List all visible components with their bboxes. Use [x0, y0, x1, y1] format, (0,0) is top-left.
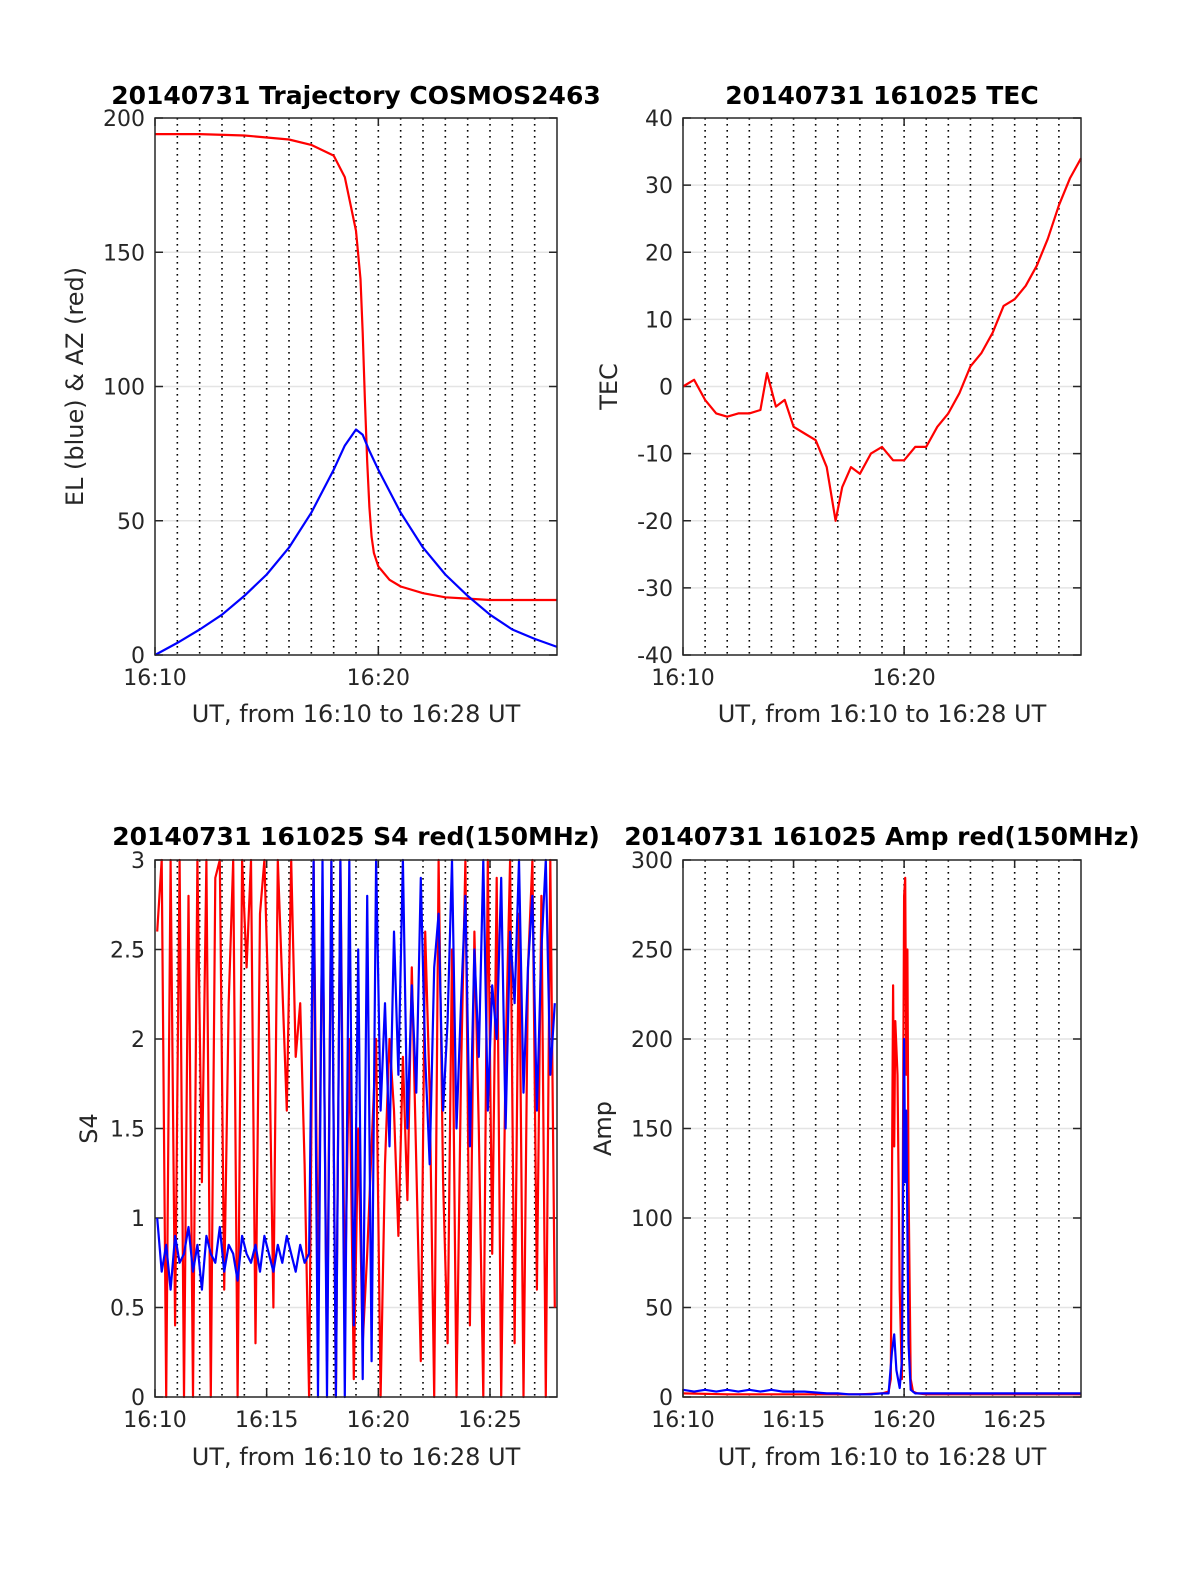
- series-line: [682, 157, 1082, 522]
- s4-y-axis-label: S4: [75, 1113, 103, 1144]
- x-tick-label: 16:20: [872, 666, 935, 691]
- trajectory-title: 20140731 Trajectory COSMOS2463: [111, 81, 601, 110]
- s4-panel: 0 0.5 1 1.5 2 2.5 3 16:10 16:15 16:20 16:25 201407…: [75, 822, 600, 1471]
- x-tick-label: 16:15: [235, 1408, 298, 1433]
- x-tick-label: 16:10: [651, 1408, 714, 1433]
- trajectory-x-axis-label: UT, from 16:10 to 16:28 UT: [192, 700, 521, 728]
- x-tick-label: 16:10: [123, 666, 186, 691]
- y-tick-label: 150: [631, 1118, 673, 1143]
- series-line: [682, 1037, 1081, 1396]
- x-tick-label: 16:10: [651, 666, 714, 691]
- s4-title: 20140731 161025 S4 red(150MHz): [112, 822, 600, 851]
- y-tick-label: 0: [131, 644, 145, 669]
- y-tick-label: -20: [637, 510, 673, 535]
- amp-title: 20140731 161025 Amp red(150MHz): [624, 822, 1140, 851]
- plot-frame: [682, 117, 1082, 656]
- y-tick-label: 0: [131, 1386, 145, 1411]
- y-tick-label: 1: [131, 1207, 145, 1232]
- x-tick-label: 16:20: [347, 1408, 410, 1433]
- y-tick-label: 100: [631, 1207, 673, 1232]
- tec-x-axis-label: UT, from 16:10 to 16:28 UT: [718, 700, 1047, 728]
- trajectory-panel: 0 50 100 150 200 16:10 16:20 20140731 Trajecto…: [61, 81, 601, 728]
- y-tick-label: 40: [645, 107, 673, 132]
- y-tick-label: -10: [637, 443, 673, 468]
- tec-title: 20140731 161025 TEC: [725, 81, 1038, 110]
- plot-frame: [154, 117, 558, 656]
- amp-x-axis-label: UT, from 16:10 to 16:28 UT: [718, 1443, 1047, 1471]
- y-tick-label: 150: [103, 241, 145, 266]
- y-tick-label: 0: [659, 1386, 673, 1411]
- amp-panel: 0 50 100 150 200 250 300 16:10 16:15 16:20 16:25 2…: [589, 822, 1140, 1471]
- y-tick-label: 30: [645, 174, 673, 199]
- y-tick-label: 0: [659, 376, 673, 401]
- x-tick-label: 16:10: [123, 1408, 186, 1433]
- series-line: [154, 428, 558, 656]
- y-tick-label: 2: [131, 1028, 145, 1053]
- y-tick-label: 1.5: [110, 1118, 145, 1143]
- x-tick-label: 16:25: [983, 1408, 1046, 1433]
- x-tick-label: 16:25: [458, 1408, 521, 1433]
- amp-y-axis-label: Amp: [589, 1101, 617, 1156]
- y-tick-label: 100: [103, 376, 145, 401]
- y-tick-label: 200: [631, 1028, 673, 1053]
- y-tick-label: -30: [637, 577, 673, 602]
- y-tick-label: 20: [645, 241, 673, 266]
- plot-frame: [682, 859, 1082, 1398]
- x-tick-label: 16:20: [347, 666, 410, 691]
- series-line: [156, 858, 556, 1399]
- y-tick-label: 10: [645, 308, 673, 333]
- y-tick-label: 0.5: [110, 1297, 145, 1322]
- series-line: [156, 858, 556, 1399]
- y-tick-label: 2.5: [110, 939, 145, 964]
- y-tick-label: 300: [631, 849, 673, 874]
- trajectory-y-axis-label: EL (blue) & AZ (red): [61, 267, 89, 506]
- y-tick-label: 200: [103, 107, 145, 132]
- plot-frame: [154, 859, 558, 1398]
- y-tick-label: 50: [645, 1297, 673, 1322]
- tec-y-axis-label: TEC: [595, 363, 623, 411]
- x-tick-label: 16:15: [762, 1408, 825, 1433]
- x-tick-label: 16:20: [872, 1408, 935, 1433]
- series-line: [155, 133, 557, 602]
- y-tick-label: 250: [631, 939, 673, 964]
- y-tick-label: -40: [637, 644, 673, 669]
- y-tick-label: 50: [117, 510, 145, 535]
- tec-panel: -40 -30 -20 -10 0 10 20 30 40 16:10 16:20 20140731…: [595, 81, 1082, 728]
- s4-x-axis-label: UT, from 16:10 to 16:28 UT: [192, 1443, 521, 1471]
- y-tick-label: 3: [131, 849, 145, 874]
